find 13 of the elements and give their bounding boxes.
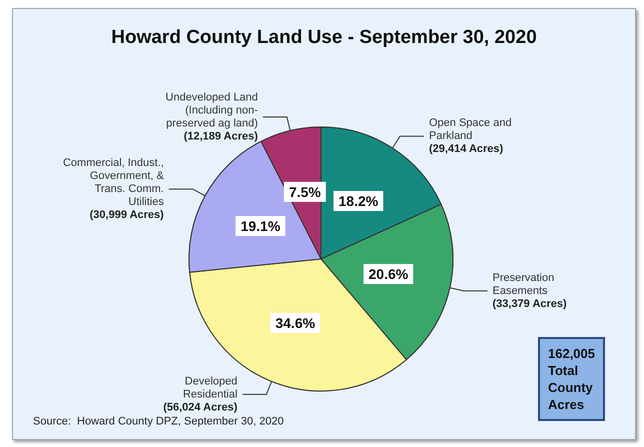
data-label: 20.6%	[368, 266, 409, 282]
data-label: 19.1%	[240, 218, 281, 234]
data-label: 34.6%	[275, 314, 316, 331]
slice-label: Commercial, Indust., Government, & Trans. Comm. Utilities (30,999 Acres)	[62, 157, 164, 222]
data-label: 18.2%	[338, 192, 379, 209]
slice-label: Open Space and Parkland (29,414 Acres)	[429, 117, 512, 156]
data-label: 7.5%	[288, 184, 322, 200]
source-note: Source: Howard County DPZ, September 30, 2020	[33, 416, 284, 428]
chart-title: Howard County Land Use - September 30, 2020	[111, 27, 537, 48]
slice-label: Developed Residential (56,024 Acres)	[163, 375, 238, 414]
slice-label: Preservation Easements (33,379 Acres)	[492, 272, 568, 310]
slice-label: Undeveloped Land (Including non- preserved ag land) (12,189 Acres)	[166, 92, 258, 143]
text: 162,005 Total County Acres	[548, 346, 596, 412]
